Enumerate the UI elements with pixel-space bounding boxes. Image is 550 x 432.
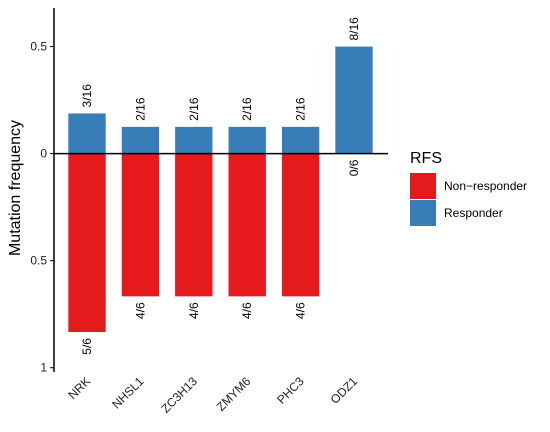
data-label: 0/6 [347,159,361,176]
x-tick-label: ZMYM6 [214,374,254,414]
legend-label: Responder [444,206,503,220]
bar [281,153,320,297]
x-tick-label: NHSL1 [109,374,146,411]
bar [175,153,213,297]
x-tick-label: NRK [65,374,93,402]
y-tick-label: 0.5 [30,40,47,54]
legend-label: Non−responder [444,179,527,193]
bar [121,153,160,297]
data-label: 2/16 [240,97,254,121]
bar [335,46,373,154]
y-tick-label: 0.5 [30,254,47,268]
bar [228,126,266,154]
legend-title: RFS [410,150,442,167]
data-label: 2/16 [133,97,147,121]
data-label: 3/16 [80,84,94,108]
bar [121,126,160,154]
x-tick-label: ODZ1 [328,374,361,407]
data-label: 5/6 [80,338,94,355]
legend-key [410,200,436,226]
bar [228,153,266,297]
x-tick-label: ZC3H13 [158,374,200,416]
y-tick-label: 1 [40,361,47,375]
x-tick-label: PHC3 [274,374,307,407]
data-label: 4/6 [294,302,308,319]
bar [175,126,213,154]
data-label: 4/6 [133,302,147,319]
y-axis-label: Mutation frequency [7,120,24,256]
data-label: 8/16 [347,17,361,41]
legend-key [410,173,436,199]
data-label: 2/16 [294,97,308,121]
data-label: 4/6 [240,302,254,319]
bar [281,126,320,154]
data-label: 4/6 [187,302,201,319]
y-tick-label: 0 [40,147,47,161]
data-label: 2/16 [187,97,201,121]
bar [68,153,106,333]
bar [68,113,106,154]
